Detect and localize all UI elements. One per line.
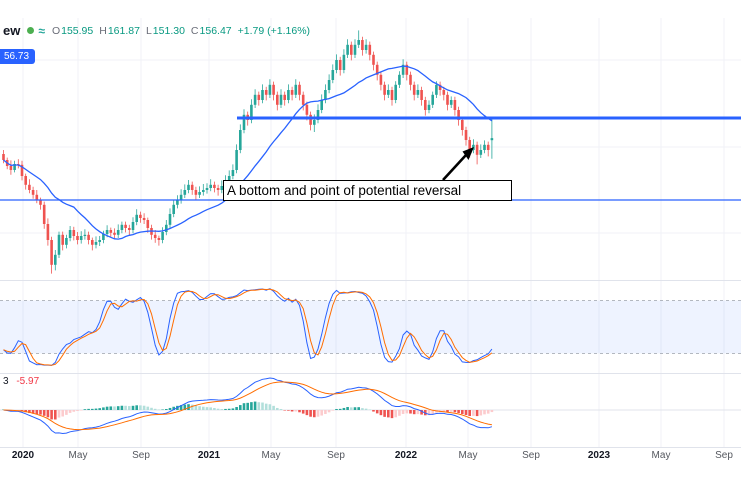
macd-values-row: 3 -5.97 bbox=[3, 376, 39, 387]
time-axis-label: 2023 bbox=[587, 450, 611, 461]
time-axis-label: 2020 bbox=[11, 450, 35, 461]
macd-signal-line bbox=[3, 381, 492, 431]
time-axis-label: May bbox=[68, 450, 88, 461]
symbol-info-bar: ew ≈ O 155.95 H 161.87 L 151.30 C 156.47 +1.… bbox=[3, 23, 310, 38]
open-label: O bbox=[51, 24, 61, 37]
time-axis-label: May bbox=[651, 450, 671, 461]
high-value: 161.87 bbox=[107, 24, 140, 37]
stochastic-band bbox=[0, 300, 741, 354]
macd-label-fragment: 3 bbox=[3, 376, 9, 387]
time-axis-label: 2021 bbox=[197, 450, 221, 461]
stoch-d-line bbox=[3, 288, 493, 366]
symbol-name-fragment[interactable]: ew bbox=[3, 23, 21, 38]
macd-last-value: -5.97 bbox=[16, 376, 40, 387]
time-axis-label: Sep bbox=[522, 450, 540, 461]
candles-layer bbox=[2, 30, 494, 274]
change-value: +1.79 (+1.16%) bbox=[237, 24, 311, 37]
macd-line bbox=[3, 377, 493, 435]
market-status-icon bbox=[27, 27, 35, 34]
time-axis-label: Sep bbox=[327, 450, 345, 461]
price-axis-label: 56.73 bbox=[0, 49, 36, 64]
time-axis[interactable]: 2020 May Sep 2021 May Sep 2022 May Sep 2023 May Sep bbox=[0, 449, 741, 469]
low-value: 151.30 bbox=[152, 24, 185, 37]
grid-layer bbox=[0, 18, 741, 448]
time-axis-label: 2022 bbox=[394, 450, 418, 461]
time-axis-label: May bbox=[261, 450, 281, 461]
time-axis-label: Sep bbox=[715, 450, 733, 461]
arrow-annotation[interactable] bbox=[442, 147, 474, 181]
low-label: L bbox=[145, 24, 152, 37]
time-axis-label: May bbox=[458, 450, 478, 461]
open-value: 155.95 bbox=[61, 24, 94, 37]
realtime-data-icon: ≈ bbox=[38, 23, 45, 38]
high-label: H bbox=[99, 24, 107, 37]
ohlc-readout: O 155.95 H 161.87 L 151.30 C 156.47 +1.79 (+… bbox=[52, 25, 310, 37]
annotation-note[interactable]: A bottom and point of potential reversal bbox=[223, 180, 512, 201]
time-axis-label: Sep bbox=[132, 450, 150, 461]
sma-line bbox=[3, 65, 493, 240]
close-label: C bbox=[190, 24, 199, 37]
close-value: 156.47 bbox=[199, 24, 232, 37]
